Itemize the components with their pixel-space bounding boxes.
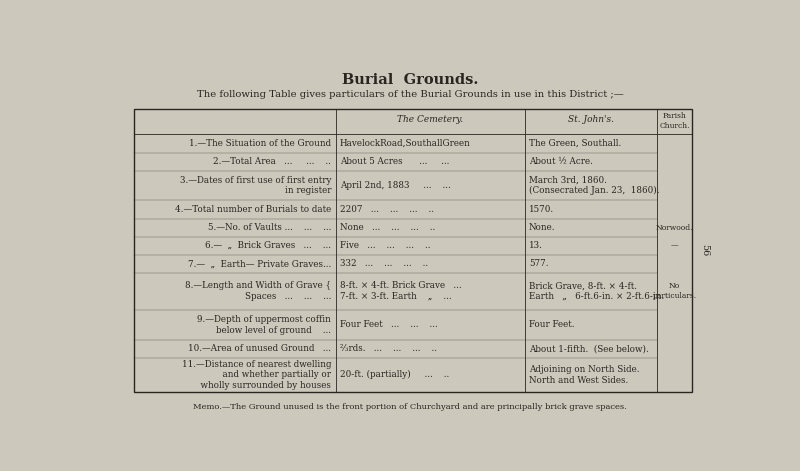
Text: The Green, Southall.: The Green, Southall. [529,139,622,148]
Text: 5.—No. of Vaults ...    ...    ...: 5.—No. of Vaults ... ... ... [208,223,331,232]
Text: Memo.—The Ground unused is the front portion of Churchyard and are principally b: Memo.—The Ground unused is the front por… [193,403,627,411]
Text: 2.—Total Area   ...     ...    ..: 2.—Total Area ... ... .. [214,157,331,166]
Text: 11.—Distance of nearest dwelling
      and whether partially or
      wholly sur: 11.—Distance of nearest dwelling and whe… [182,359,331,390]
Text: Brick Grave, 8-ft. × 4-ft.
Earth   „   6-ft.6-in. × 2-ft.6-in.: Brick Grave, 8-ft. × 4-ft. Earth „ 6-ft.… [529,281,664,301]
Text: 7.—  „  Earth— Private Graves...: 7.— „ Earth— Private Graves... [188,259,331,268]
Text: 10.—Area of unused Ground   ...: 10.—Area of unused Ground ... [188,344,331,353]
Text: Parish
Church.: Parish Church. [659,112,690,130]
Text: 13.: 13. [529,241,543,250]
Text: 1.—The Situation of the Ground: 1.—The Situation of the Ground [189,139,331,148]
Text: HavelockRoad,SouthallGreen: HavelockRoad,SouthallGreen [340,139,471,148]
Text: The Cemetery.: The Cemetery. [397,115,463,124]
Text: 3.—Dates of first use of first entry
    in register: 3.—Dates of first use of first entry in … [180,176,331,195]
Text: ⅔rds.   ...    ...    ...    ..: ⅔rds. ... ... ... .. [340,344,437,353]
Text: 4.—Total number of Burials to date: 4.—Total number of Burials to date [175,205,331,214]
Text: 20-ft. (partially)     ...    ..: 20-ft. (partially) ... .. [340,370,449,379]
Text: 9.—Depth of uppermost coffin
    below level of ground    ...: 9.—Depth of uppermost coffin below level… [198,315,331,334]
Text: St. John's.: St. John's. [568,115,614,124]
Text: About 1-fifth.  (See below).: About 1-fifth. (See below). [529,344,649,353]
Text: 8.—Length and Width of Grave {
    Spaces   ...    ...    ...: 8.—Length and Width of Grave { Spaces ..… [186,281,331,301]
Text: —: — [670,242,678,250]
Text: April 2nd, 1883     ...    ...: April 2nd, 1883 ... ... [340,181,450,190]
Text: 577.: 577. [529,259,549,268]
Text: 332   ...    ...    ...    ..: 332 ... ... ... .. [340,259,428,268]
Text: The following Table gives particulars of the Burial Grounds in use in this Distr: The following Table gives particulars of… [197,90,623,99]
Text: About 5 Acres      ...     ...: About 5 Acres ... ... [340,157,450,166]
Text: None   ...    ...    ...    ..: None ... ... ... .. [340,223,435,232]
Text: 56: 56 [700,244,709,257]
Text: March 3rd, 1860.
(Consecrated Jan. 23,  1860).: March 3rd, 1860. (Consecrated Jan. 23, 1… [529,176,659,195]
Text: Five   ...    ...    ...    ..: Five ... ... ... .. [340,241,430,250]
Text: Four Feet   ...    ...    ...: Four Feet ... ... ... [340,320,438,329]
Text: 6.—  „  Brick Graves   ...    ...: 6.— „ Brick Graves ... ... [206,241,331,250]
Bar [134,109,692,392]
Text: 2207   ...    ...    ...    ..: 2207 ... ... ... .. [340,205,434,214]
Text: Norwood.: Norwood. [656,224,693,232]
Text: Adjoining on North Side.
North and West Sides.: Adjoining on North Side. North and West … [529,365,639,385]
Text: Four Feet.: Four Feet. [529,320,574,329]
Text: No
particulars.: No particulars. [652,282,697,300]
Text: 8-ft. × 4-ft. Brick Grave   ...
7-ft. × 3-ft. Earth    „    ...: 8-ft. × 4-ft. Brick Grave ... 7-ft. × 3-… [340,281,462,301]
Text: About ½ Acre.: About ½ Acre. [529,157,593,166]
Text: None.: None. [529,223,555,232]
Text: Burial  Grounds.: Burial Grounds. [342,73,478,87]
Text: 1570.: 1570. [529,205,554,214]
